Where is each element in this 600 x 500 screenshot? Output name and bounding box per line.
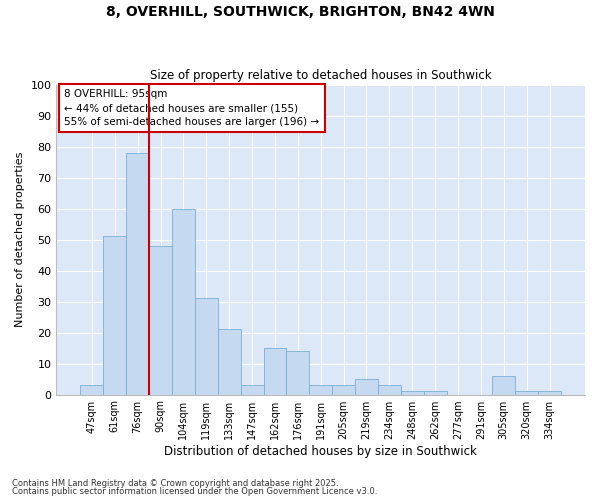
X-axis label: Distribution of detached houses by size in Southwick: Distribution of detached houses by size … (164, 444, 477, 458)
Bar (218, 330, 241, 394)
Y-axis label: Number of detached properties: Number of detached properties (15, 152, 25, 328)
Bar (172, 208, 195, 394)
Bar (103, 236, 126, 394)
Bar (355, 379, 378, 394)
Bar (286, 351, 309, 395)
Bar (309, 386, 332, 394)
Bar (149, 246, 172, 394)
Bar (538, 392, 561, 394)
Bar (332, 386, 355, 394)
Bar (263, 348, 286, 395)
Title: Size of property relative to detached houses in Southwick: Size of property relative to detached ho… (150, 69, 491, 82)
Bar (126, 153, 149, 394)
Text: Contains public sector information licensed under the Open Government Licence v3: Contains public sector information licen… (12, 487, 377, 496)
Bar (515, 392, 538, 394)
Bar (424, 392, 446, 394)
Bar (378, 386, 401, 394)
Bar (493, 376, 515, 394)
Text: 8, OVERHILL, SOUTHWICK, BRIGHTON, BN42 4WN: 8, OVERHILL, SOUTHWICK, BRIGHTON, BN42 4… (106, 5, 494, 19)
Text: 8 OVERHILL: 95sqm
← 44% of detached houses are smaller (155)
55% of semi-detache: 8 OVERHILL: 95sqm ← 44% of detached hous… (64, 89, 319, 127)
Bar (80, 386, 103, 394)
Text: Contains HM Land Registry data © Crown copyright and database right 2025.: Contains HM Land Registry data © Crown c… (12, 478, 338, 488)
Bar (241, 386, 263, 394)
Bar (195, 298, 218, 394)
Bar (401, 392, 424, 394)
